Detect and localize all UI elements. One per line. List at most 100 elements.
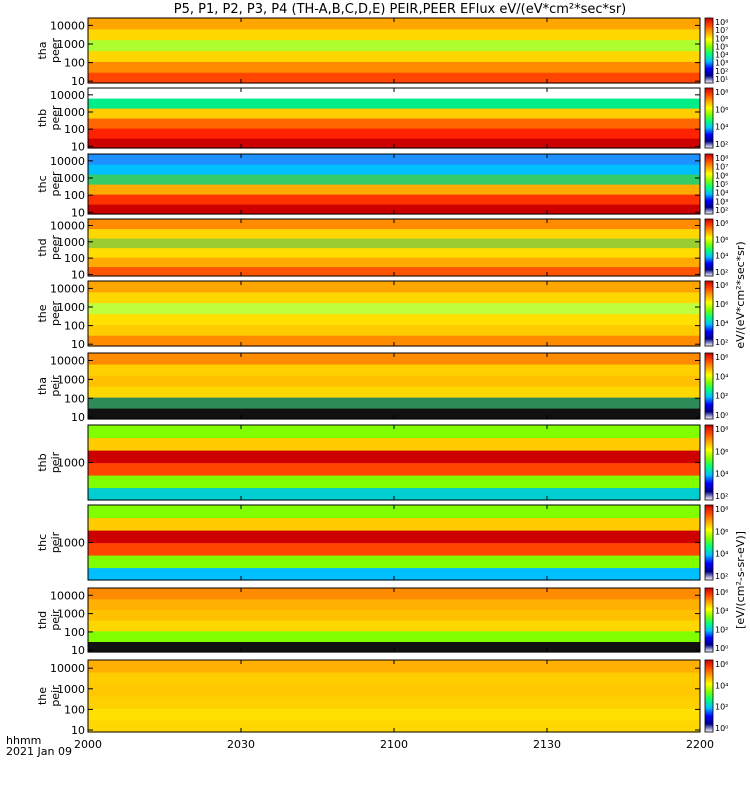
colorbar-unit-peer: eV/(eV*cm²*sec*sr) [734, 241, 747, 348]
spectrogram-band [88, 696, 700, 709]
colorbar-tick-label: 10⁶ [715, 660, 728, 669]
spectrogram-band [88, 397, 700, 409]
spectrogram-band [88, 708, 700, 721]
spectrogram-band [88, 266, 700, 277]
y-tick-label: 10000 [50, 282, 85, 295]
colorbar-tick-label: 10⁷ [715, 26, 728, 35]
colorbar [704, 17, 714, 84]
colorbar-tick-label: 10² [715, 338, 728, 347]
colorbar [704, 87, 714, 149]
colorbar [704, 504, 714, 581]
spectrogram-band [88, 630, 700, 642]
panel-probe-label: thc [36, 534, 49, 551]
spectrogram-band [88, 50, 700, 62]
y-tick-label: 100 [64, 320, 85, 333]
colorbar-tick-label: 10⁶ [715, 34, 728, 43]
y-tick-label: 10000 [50, 89, 85, 102]
panel-species-label: peer [49, 38, 62, 64]
spectrogram-band [88, 88, 700, 99]
colorbar-unit-peir: [eV/(cm²-s-sr-eV)] [734, 531, 747, 629]
spectrogram-band [88, 620, 700, 632]
y-tick-label: 10 [71, 206, 85, 219]
colorbar-tick-label: 10⁸ [715, 154, 728, 163]
spectrogram-band [88, 517, 700, 531]
panel-probe-label: the [36, 304, 49, 322]
y-tick-label: 1000 [57, 537, 85, 550]
spectrogram-band [88, 72, 700, 84]
colorbar-tick-label: 10⁴ [715, 51, 728, 60]
colorbar-tick-label: 10⁶ [715, 353, 728, 362]
spectrogram-band [88, 386, 700, 398]
spectrogram-band [88, 364, 700, 376]
colorbar-tick-label: 10⁴ [715, 252, 728, 261]
y-tick-label: 10000 [50, 589, 85, 602]
spectrogram-band [88, 353, 700, 365]
y-tick-label: 1000 [57, 683, 85, 696]
y-tick-label: 10 [71, 268, 85, 281]
y-tick-label: 100 [64, 252, 85, 265]
colorbar [704, 153, 714, 215]
colorbar-tick-label: 10⁶ [715, 527, 728, 536]
spectrogram-band [88, 204, 700, 215]
y-tick-label: 100 [64, 123, 85, 136]
spectrogram-band [88, 108, 700, 119]
spectrogram-band [88, 335, 700, 347]
spectrogram-band [88, 174, 700, 185]
colorbar-tick-label: 10⁸ [715, 281, 728, 290]
colorbar-tick-label: 10⁸ [715, 425, 728, 434]
spectrogram-band [88, 238, 700, 249]
panel-probe-label: tha [36, 377, 49, 395]
panel-species-label: peer [49, 171, 62, 197]
colorbar-tick-label: 10⁶ [715, 171, 728, 180]
colorbar-tick-label: 10⁸ [715, 18, 728, 27]
colorbar-tick-label: 10⁴ [715, 681, 728, 690]
panel-probe-label: the [36, 687, 49, 705]
panel-species-label: peer [49, 301, 62, 327]
spectrogram-band [88, 128, 700, 139]
colorbar [704, 587, 714, 653]
spectrogram-band [88, 118, 700, 129]
y-tick-label: 1000 [57, 172, 85, 185]
colorbar [704, 218, 714, 277]
colorbar-tick-label: 10⁶ [715, 588, 728, 597]
spectrogram-band [88, 228, 700, 239]
colorbar-tick-label: 10⁰ [715, 724, 728, 733]
panel-probe-label: thb [36, 453, 49, 471]
y-tick-label: 10000 [50, 155, 85, 168]
y-tick-label: 1000 [57, 301, 85, 314]
colorbar-tick-label: 10² [715, 268, 728, 277]
y-tick-label: 100 [64, 189, 85, 202]
spectrogram-band [88, 555, 700, 569]
spectrogram-band [88, 588, 700, 600]
y-tick-label: 10 [71, 75, 85, 88]
colorbar-tick-label: 10⁰ [715, 411, 728, 420]
spectrogram-band [88, 138, 700, 149]
colorbar-tick-label: 10² [715, 492, 728, 501]
colorbar-tick-label: 10⁶ [715, 105, 728, 114]
spectrogram-band [88, 184, 700, 195]
y-tick-label: 10000 [50, 19, 85, 32]
panel-probe-label: thb [36, 109, 49, 127]
colorbar-tick-label: 10³ [715, 59, 728, 68]
spectrogram-band [88, 98, 700, 109]
time-axis-label: hhmm [6, 734, 41, 747]
y-tick-label: 100 [64, 703, 85, 716]
x-tick-label: 2030 [227, 738, 255, 751]
panel-thb-peir: 1000 thb peir 10² 10⁴ 10⁶ 10⁸ [36, 424, 728, 501]
colorbar-tick-label: 10³ [715, 197, 728, 206]
spectrogram-band [88, 61, 700, 73]
y-tick-label: 1000 [57, 106, 85, 119]
y-tick-label: 10000 [50, 355, 85, 368]
y-tick-label: 1000 [57, 38, 85, 51]
spectrogram-band [88, 154, 700, 165]
colorbar-tick-label: 10⁴ [715, 550, 728, 559]
colorbar-tick-label: 10¹ [715, 75, 728, 84]
y-tick-label: 1000 [57, 236, 85, 249]
spectrogram-band [88, 39, 700, 52]
spectrogram-band [88, 194, 700, 205]
colorbar-tick-label: 10⁸ [715, 88, 728, 97]
panel-species-label: peer [49, 235, 62, 261]
